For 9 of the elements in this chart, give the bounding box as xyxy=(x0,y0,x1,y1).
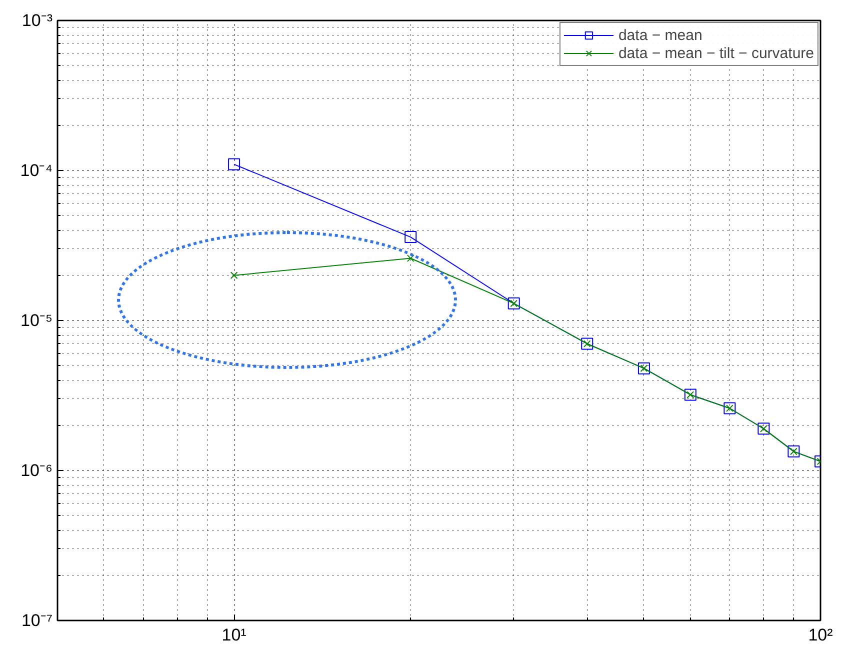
legend-label: data − mean xyxy=(618,26,702,44)
y-tick-label: 10⁻⁷ xyxy=(21,611,52,630)
x-tick-label: 10¹ xyxy=(222,626,247,644)
y-tick-label: 10⁻⁴ xyxy=(20,161,53,180)
y-tick-label: 10⁻³ xyxy=(22,11,53,30)
y-tick-label: 10⁻⁶ xyxy=(20,461,53,480)
legend-label: data − mean − tilt − curvature xyxy=(618,44,814,62)
y-tick-label: 10⁻⁵ xyxy=(20,311,53,330)
x-tick-label: 10² xyxy=(808,626,834,644)
